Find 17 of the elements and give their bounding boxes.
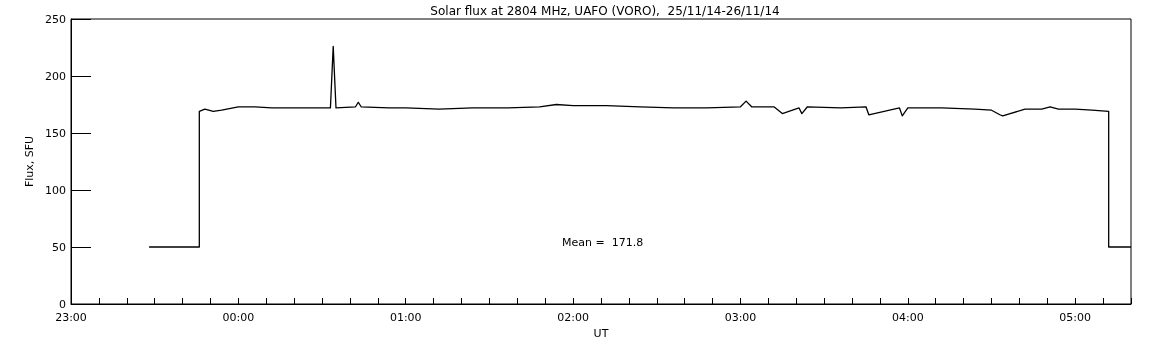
y-tick-label: 200 [45, 69, 66, 83]
x-tick-label: 03:00 [724, 311, 757, 324]
x-tick-label: 04:00 [891, 311, 924, 324]
y-tick-label: 150 [45, 126, 66, 140]
x-tick-label: 02:00 [557, 311, 589, 324]
y-tick-label: 0 [59, 297, 66, 311]
y-axis-title: Flux, SFU [23, 135, 36, 188]
x-tick-label: 23:00 [55, 311, 87, 324]
x-axis-title: UT [593, 327, 609, 340]
annotation: Mean = 171.8 [562, 236, 644, 249]
x-tick-label: 01:00 [389, 311, 422, 324]
x-tick-label: 00:00 [222, 311, 255, 324]
y-tick-label: 100 [45, 183, 66, 197]
x-tick-label: 05:00 [1059, 311, 1092, 324]
y-tick-label: 250 [45, 12, 66, 26]
chart-title: Solar flux at 2804 MHz, UAFO (VORO), 25/11/14-26/11/14 [430, 4, 780, 18]
y-tick-label: 50 [52, 240, 66, 254]
